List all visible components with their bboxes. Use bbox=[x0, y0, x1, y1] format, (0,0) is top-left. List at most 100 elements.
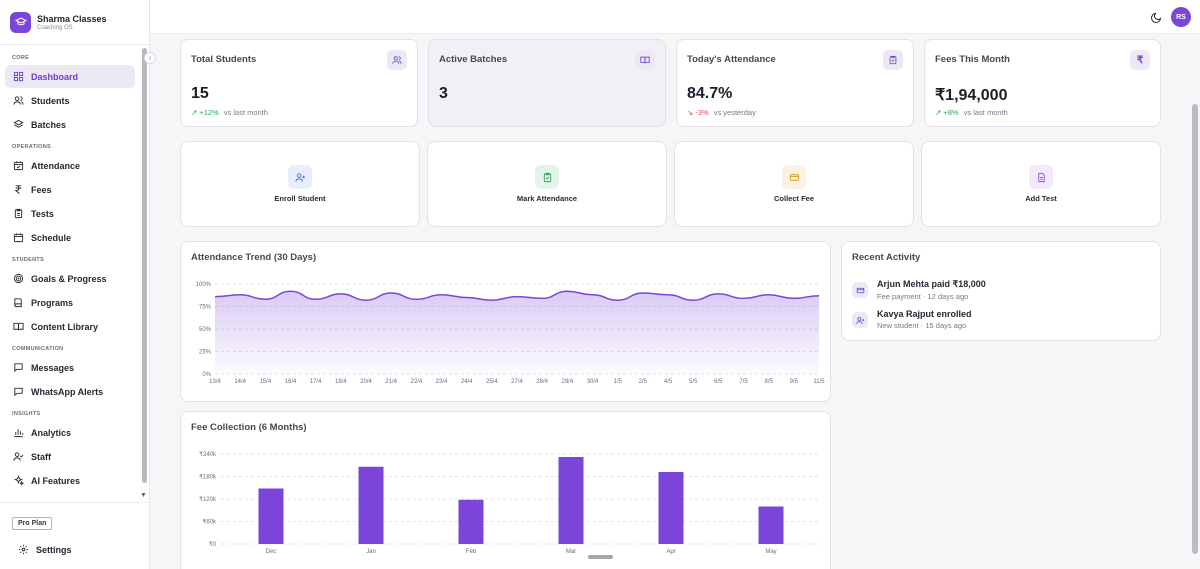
nav-section-label: CORE bbox=[12, 55, 30, 61]
fee-bar bbox=[658, 472, 684, 544]
action-label: Collect Fee bbox=[773, 194, 814, 203]
fee-bar bbox=[258, 488, 284, 544]
attendance-chart: 0% 25% 50% 75% 100% 13/4 14/4 15/4 16/4 17/4 18/4 2… bbox=[196, 282, 826, 385]
x-tick-label: 29/4 bbox=[561, 379, 573, 385]
x-tick-label: Dec bbox=[266, 549, 277, 555]
page-scrollbar[interactable] bbox=[1190, 34, 1200, 569]
action-label: Enroll Student bbox=[274, 194, 326, 203]
x-tick-label: May bbox=[765, 549, 776, 555]
x-tick-label: 21/4 bbox=[385, 379, 397, 385]
nav-section-label: COMMUNICATION bbox=[12, 346, 64, 352]
horizontal-scroll-thumb[interactable] bbox=[588, 555, 613, 559]
sidebar-item-messages[interactable]: Messages bbox=[5, 356, 135, 379]
moon-icon[interactable] bbox=[1150, 11, 1162, 23]
sidebar-item-whatsapp-alerts[interactable]: WhatsApp Alerts bbox=[5, 380, 135, 403]
x-tick-label: 25/4 bbox=[486, 379, 498, 385]
stat-card-fees: Fees This Month ₹ ₹1,94,000 ↗ +8% vs las… bbox=[924, 39, 1161, 127]
x-tick-label: 22/4 bbox=[410, 379, 422, 385]
sidebar-item-label: Messages bbox=[31, 362, 75, 373]
stat-trend: ↗ +8% vs last month bbox=[935, 108, 1008, 117]
sidebar-item-attendance[interactable]: Attendance bbox=[5, 154, 135, 177]
sidebar-item-goals-progress[interactable]: Goals & Progress bbox=[5, 267, 135, 290]
y-tick-label: 25% bbox=[199, 350, 212, 356]
sidebar-item-analytics[interactable]: Analytics bbox=[5, 421, 135, 444]
x-tick-label: 15/4 bbox=[259, 379, 271, 385]
card-icon bbox=[852, 282, 868, 298]
fee-bar bbox=[558, 457, 584, 544]
dashboard-icon bbox=[12, 71, 24, 83]
sidebar-item-label: Students bbox=[31, 95, 70, 106]
fee-chart: ₹0 ₹60k ₹120k ₹180k ₹240k Dec Jan Feb Mar Apr May bbox=[199, 451, 821, 555]
plan-badge: Pro Plan bbox=[12, 517, 53, 530]
brand[interactable]: Sharma Classes Coaching OS bbox=[0, 0, 149, 45]
stat-compare: vs last month bbox=[963, 108, 1008, 117]
bar-chart-icon bbox=[12, 427, 24, 439]
x-tick-label: 11/5 bbox=[813, 379, 825, 385]
collect-fee-button[interactable]: Collect Fee bbox=[674, 141, 914, 227]
activity-item[interactable]: Arjun Mehta paid ₹18,000 Fee payment · 1… bbox=[852, 279, 986, 301]
sidebar-item-fees[interactable]: Fees bbox=[5, 178, 135, 201]
sidebar-item-ai-features[interactable]: AI Features bbox=[5, 469, 135, 492]
panel-title: Attendance Trend (30 Days) bbox=[191, 252, 317, 263]
x-tick-label: Mar bbox=[566, 549, 576, 555]
sidebar-item-label: Analytics bbox=[31, 427, 72, 438]
sidebar-item-content-library[interactable]: Content Library bbox=[5, 315, 135, 338]
sidebar-item-label: Programs bbox=[31, 297, 74, 308]
attendance-line bbox=[214, 290, 820, 301]
mark-attendance-button[interactable]: Mark Attendance bbox=[427, 141, 667, 227]
stat-trend: ↗ +12% vs last month bbox=[191, 108, 268, 117]
sidebar-item-tests[interactable]: Tests bbox=[5, 202, 135, 225]
sidebar-item-settings[interactable]: Settings bbox=[10, 538, 140, 561]
layers-icon bbox=[12, 119, 24, 131]
add-test-button[interactable]: Add Test bbox=[921, 141, 1161, 227]
enroll-student-button[interactable]: Enroll Student bbox=[180, 141, 420, 227]
graduation-cap-icon bbox=[10, 11, 31, 33]
sidebar-item-label: Batches bbox=[31, 119, 67, 130]
sidebar-item-batches[interactable]: Batches bbox=[5, 113, 135, 136]
x-tick-label: 5/5 bbox=[689, 379, 698, 385]
sidebar-item-label: Content Library bbox=[31, 321, 99, 332]
y-tick-label: 0% bbox=[202, 372, 211, 378]
x-tick-label: 20/4 bbox=[360, 379, 372, 385]
brand-name: Sharma Classes bbox=[37, 13, 107, 24]
sidebar-item-label: Goals & Progress bbox=[31, 273, 107, 284]
activity-subtitle: Fee payment · 12 days ago bbox=[877, 292, 969, 301]
page-scroll-thumb[interactable] bbox=[1192, 104, 1198, 554]
stat-compare: vs yesterday bbox=[713, 108, 756, 117]
x-tick-label: 24/4 bbox=[461, 379, 473, 385]
sidebar-footer: Pro Plan Settings bbox=[0, 502, 150, 569]
sidebar-item-label: WhatsApp Alerts bbox=[31, 386, 104, 397]
clipboard-check-icon bbox=[535, 165, 559, 189]
stat-card-active-batches: Active Batches 3 bbox=[428, 39, 666, 127]
avatar[interactable]: RS bbox=[1171, 7, 1191, 27]
activity-item[interactable]: Kavya Rajput enrolled New student · 15 d… bbox=[852, 309, 972, 330]
y-tick-label: 100% bbox=[196, 282, 212, 288]
fee-collection-panel: Fee Collection (6 Months) ₹0 ₹60k ₹120k ₹18… bbox=[180, 411, 831, 569]
stat-title: Active Batches bbox=[439, 54, 508, 65]
stat-card-attendance: Today's Attendance 84.7% ↘ -3% vs yester… bbox=[676, 39, 914, 127]
sidebar-item-label: Fees bbox=[31, 184, 52, 195]
sidebar-item-students[interactable]: Students bbox=[5, 89, 135, 112]
y-tick-label: ₹120k bbox=[199, 496, 217, 503]
document-icon bbox=[1029, 165, 1053, 189]
sidebar: Sharma Classes Coaching OS CORE Dashboar… bbox=[0, 0, 150, 569]
sidebar-scrollbar[interactable] bbox=[141, 48, 148, 500]
calendar-icon bbox=[12, 232, 24, 244]
book-icon bbox=[12, 297, 24, 309]
y-tick-label: 50% bbox=[199, 327, 212, 333]
scroll-down-icon[interactable]: ▼ bbox=[140, 492, 147, 499]
sidebar-item-label: Tests bbox=[31, 208, 54, 219]
gear-icon bbox=[17, 544, 29, 556]
x-tick-label: Apr bbox=[666, 549, 675, 555]
sidebar-item-programs[interactable]: Programs bbox=[5, 291, 135, 314]
sidebar-item-staff[interactable]: Staff bbox=[5, 445, 135, 468]
sidebar-scroll-thumb[interactable] bbox=[142, 48, 147, 483]
sidebar-item-dashboard[interactable]: Dashboard bbox=[5, 65, 135, 88]
x-tick-label: 16/4 bbox=[285, 379, 297, 385]
trend-up-icon: ↗ +12% bbox=[191, 108, 219, 117]
x-tick-label: 18/4 bbox=[335, 379, 347, 385]
collapse-sidebar-button[interactable]: ‹ bbox=[144, 52, 156, 64]
sidebar-item-schedule[interactable]: Schedule bbox=[5, 226, 135, 249]
nav-section-label: STUDENTS bbox=[12, 257, 45, 263]
sidebar-item-label: Attendance bbox=[31, 160, 81, 171]
